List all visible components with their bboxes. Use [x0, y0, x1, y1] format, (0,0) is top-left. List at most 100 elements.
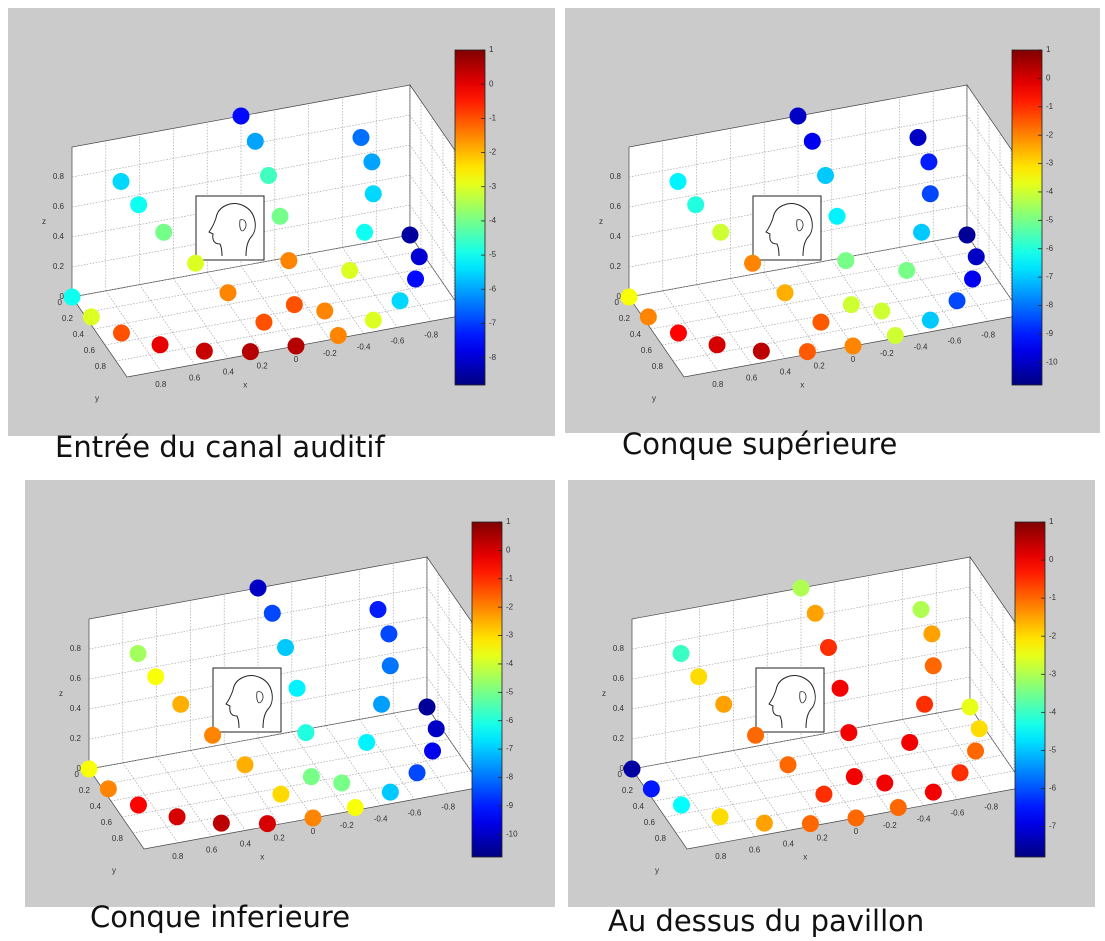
x-tick-label: 0.2: [817, 833, 829, 842]
z-tick-label: 0.6: [610, 202, 622, 211]
grid-line: [71, 144, 411, 208]
grid-line: [426, 646, 483, 728]
colorbar-tick-label: -3: [1049, 669, 1057, 678]
y-tick-label: 0.4: [73, 330, 85, 339]
x-tick-label: 0.6: [746, 374, 758, 383]
data-point: [302, 768, 320, 786]
grid-line: [392, 713, 449, 794]
x-axis-label: x: [260, 852, 264, 861]
grid-line: [291, 731, 348, 812]
grid-line: [325, 725, 381, 806]
colorbar-tick-label: -9: [1046, 329, 1054, 338]
data-point: [909, 128, 927, 146]
data-point: [711, 808, 729, 826]
data-point: [845, 768, 863, 786]
grid-line: [88, 586, 428, 650]
ear-icon: [799, 691, 807, 704]
x-tick-label: 0.8: [712, 380, 724, 389]
colorbar-tick-label: -8: [489, 353, 497, 362]
data-point: [801, 815, 819, 833]
data-point: [951, 764, 969, 782]
grid-line: [675, 770, 1015, 834]
data-point: [620, 288, 638, 306]
y-tick-label: 0.8: [655, 834, 667, 843]
data-point: [80, 760, 98, 778]
data-point: [260, 167, 277, 184]
grid-line: [409, 174, 466, 256]
data-point: [408, 764, 426, 782]
data-point: [263, 604, 281, 622]
data-point: [129, 645, 147, 663]
data-point: [288, 679, 306, 697]
z-tick-label: 0.4: [610, 232, 622, 241]
z-tick-label: 0.2: [610, 262, 622, 271]
data-point: [369, 600, 387, 618]
data-point: [817, 167, 834, 184]
head-icon-frame: [752, 195, 822, 261]
x-tick-label: 0: [311, 827, 316, 836]
grid-line: [834, 731, 891, 812]
x-tick-label: 0.4: [780, 368, 792, 377]
data-point: [964, 270, 982, 288]
grid-line: [969, 646, 1026, 728]
x-tick-label: -0.4: [914, 343, 928, 352]
data-point: [837, 252, 855, 270]
data-point: [346, 799, 364, 817]
colorbar-tick-label: -4: [1049, 707, 1057, 716]
head-icon-frame: [195, 195, 265, 261]
scatter3d-panel: -0.8 -0.6 -0.4 -0.2 0 0.2 0.4 0.6 0.8 0 0.2 0.4 0.6 0…: [568, 480, 1095, 907]
grid-line: [104, 282, 444, 346]
grid-line: [969, 616, 1026, 698]
grid-line: [631, 586, 971, 650]
data-point: [380, 625, 398, 643]
data-point: [232, 107, 250, 125]
x-axis-label: x: [803, 852, 807, 861]
grid-line: [661, 282, 1001, 346]
colorbar-tick-label: -7: [1046, 272, 1054, 281]
y-tick-label: 0.8: [95, 362, 107, 371]
z-tick-label: 0: [77, 764, 82, 773]
grid-line: [240, 265, 297, 347]
grid-line: [156, 756, 212, 837]
colorbar-tick-label: -8: [1046, 301, 1054, 310]
x-tick-label: -0.2: [883, 821, 897, 830]
y-tick-label: 0: [618, 770, 623, 779]
colorbar-tick-label: -6: [506, 716, 514, 725]
head-icon-frame: [212, 667, 282, 733]
grid-line: [797, 265, 854, 347]
colorbar-tick-label: 0: [1049, 555, 1054, 564]
data-point: [948, 292, 966, 310]
data-point: [687, 196, 705, 214]
x-tick-label: -0.6: [948, 337, 962, 346]
data-point: [427, 720, 445, 738]
colorbar-tick-label: -2: [489, 148, 497, 157]
grid-line: [223, 744, 280, 825]
colorbar-tick-label: -5: [1046, 215, 1054, 224]
x-tick-label: 0.6: [749, 846, 761, 855]
colorbar-tick-label: -4: [1046, 187, 1054, 196]
z-tick-label: 0.2: [53, 262, 65, 271]
data-point: [920, 153, 938, 171]
data-point: [112, 173, 130, 191]
data-point: [642, 780, 660, 798]
data-point: [151, 336, 169, 354]
grid-line: [426, 676, 483, 758]
data-point: [798, 343, 816, 361]
grid-line: [274, 259, 331, 340]
x-tick-label: -0.4: [374, 815, 388, 824]
grid-line: [628, 234, 968, 298]
grid-line: [969, 586, 1026, 668]
grid-line: [173, 278, 229, 359]
data-point: [747, 726, 765, 744]
colorbar-tick-label: 1: [1049, 517, 1054, 526]
data-point: [803, 132, 821, 150]
scatter3d-panel: -0.8 -0.6 -0.4 -0.2 0 0.2 0.4 0.6 0.8 0 0.2 0.4 0.6 0…: [565, 8, 1100, 433]
x-axis-label: x: [800, 380, 804, 389]
z-tick-label: 0.6: [53, 202, 65, 211]
grid-line: [800, 737, 857, 819]
ear-icon: [256, 691, 264, 704]
grid-line: [902, 719, 958, 800]
data-point: [147, 668, 165, 686]
z-tick-label: 0.4: [53, 232, 65, 241]
